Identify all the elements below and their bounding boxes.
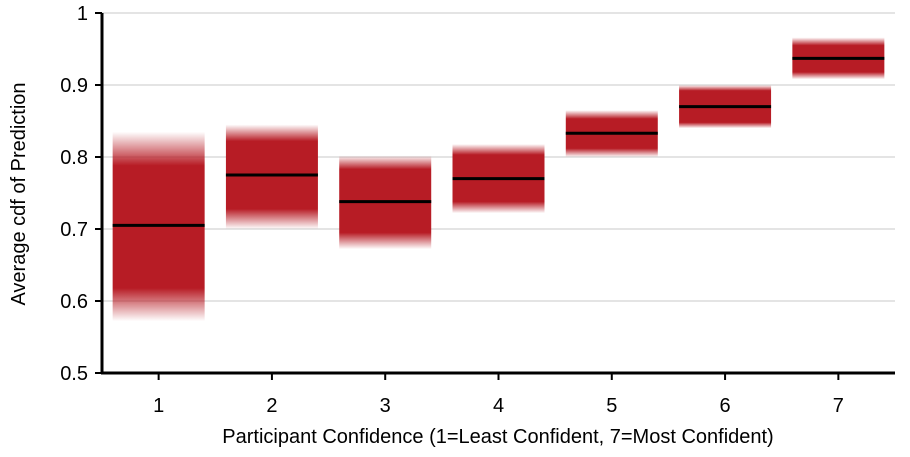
y-axis-title: Average cdf of Prediction (8, 82, 30, 305)
y-tick-label: 0.5 (60, 363, 88, 385)
axes (95, 12, 895, 380)
median-lines (112, 56, 885, 227)
y-tick-label: 0.7 (60, 219, 88, 241)
x-axis-title: Participant Confidence (1=Least Confiden… (222, 426, 773, 448)
y-tick-label: 0.9 (60, 75, 88, 97)
x-tick-label: 6 (720, 395, 731, 417)
interval-band (225, 124, 318, 229)
x-tick-label: 5 (606, 395, 617, 417)
tick-labels: 0.5 0.6 0.7 0.8 0.9 1 1 2 3 4 5 6 7 (60, 3, 844, 417)
x-tick-label: 2 (266, 395, 277, 417)
x-tick-label: 3 (380, 395, 391, 417)
y-tick-label: 1 (77, 3, 88, 25)
x-tick-label: 4 (493, 395, 504, 417)
x-tick-label: 1 (153, 395, 164, 417)
x-tick-label: 7 (833, 395, 844, 417)
y-tick-label: 0.6 (60, 291, 88, 313)
y-tick-label: 0.8 (60, 147, 88, 169)
